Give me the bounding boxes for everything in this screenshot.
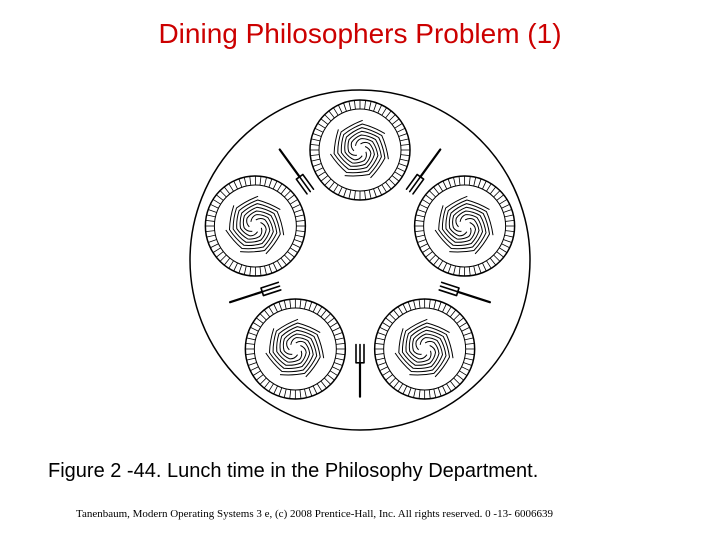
copyright-credit: Tanenbaum, Modern Operating Systems 3 e,… <box>0 508 720 520</box>
figure-caption: Figure 2 -44. Lunch time in the Philosop… <box>0 460 720 483</box>
plate <box>245 299 345 399</box>
slide-title: Dining Philosophers Problem (1) <box>0 18 720 50</box>
plate <box>310 100 410 200</box>
dining-philosophers-figure <box>180 80 540 440</box>
plate <box>205 176 305 276</box>
plate <box>415 176 515 276</box>
plate <box>375 299 475 399</box>
